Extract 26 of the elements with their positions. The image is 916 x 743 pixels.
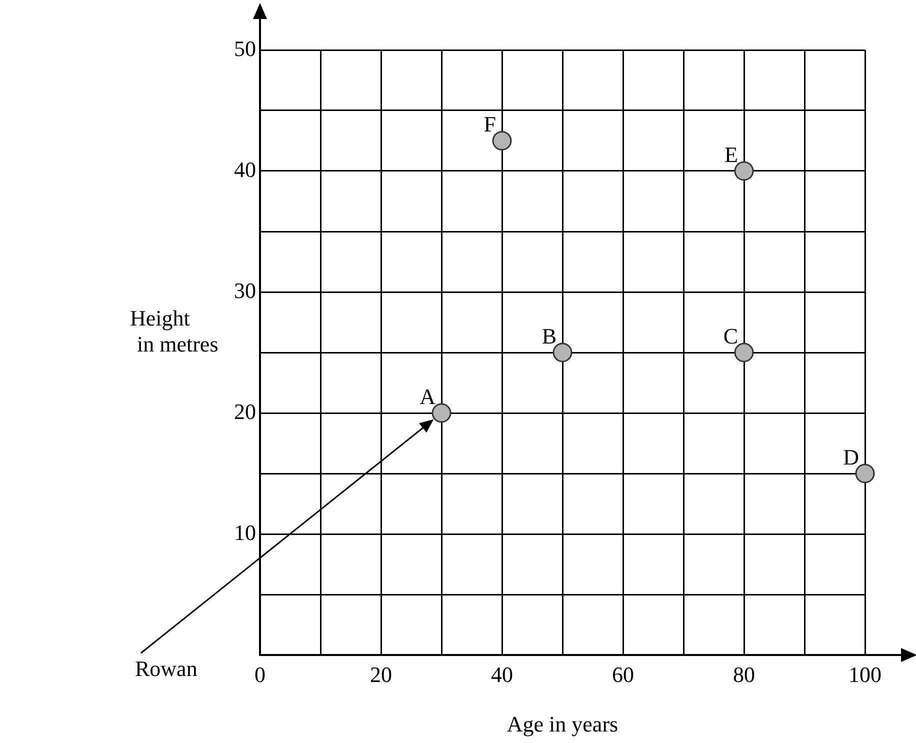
- point: [855, 464, 875, 484]
- annotation: C: [723, 323, 738, 348]
- annotation: B: [542, 323, 556, 348]
- annotation: D: [843, 444, 859, 470]
- x-tick-label: 0: [254, 662, 266, 687]
- y-tick-label: 10: [234, 520, 256, 545]
- point: [552, 342, 572, 362]
- annotation: A: [420, 384, 436, 409]
- y-tick-label: 20: [234, 398, 256, 424]
- point: [432, 403, 452, 423]
- point: [734, 161, 754, 181]
- x-tick-label: 60: [612, 662, 634, 687]
- x-tick-label: 80: [733, 662, 755, 687]
- y-axis-title: Height in metres: [130, 305, 218, 356]
- x-tick-label: 40: [491, 662, 513, 687]
- annotation: E: [724, 142, 738, 167]
- y-tick-label: 50: [234, 36, 256, 61]
- text: Rowan: [135, 656, 198, 681]
- y-tick-label: 40: [234, 156, 256, 182]
- point: [492, 131, 512, 150]
- x-tick-label: 20: [370, 662, 392, 687]
- y-tick-label: 30: [234, 278, 256, 303]
- x-tick-label: 100: [848, 662, 882, 687]
- point: [734, 342, 754, 362]
- x-axis-title: Age in years: [506, 712, 618, 737]
- annotation: F: [484, 112, 496, 137]
